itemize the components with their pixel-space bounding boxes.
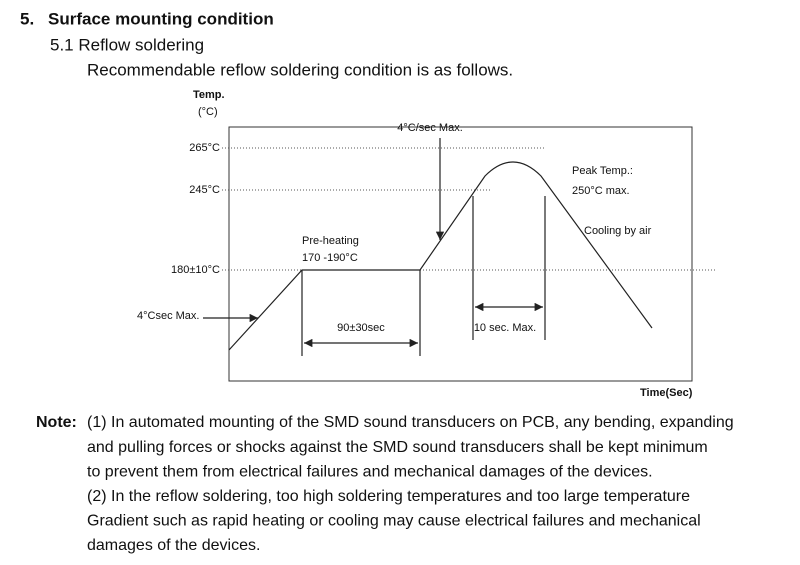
preheat-range: 170 -190°C xyxy=(302,252,358,264)
diagram-frame xyxy=(228,126,693,382)
peak-time: 10 sec. Max. xyxy=(474,322,536,334)
cooling-label: Cooling by air xyxy=(584,225,652,237)
note-line: (1) In automated mounting of the SMD sou… xyxy=(87,414,734,431)
note-line: (2) In the reflow soldering, too high so… xyxy=(87,488,690,505)
peak-label: Peak Temp.: xyxy=(572,165,633,177)
y-axis-title: Temp. xyxy=(193,89,225,101)
preheat-label: Pre-heating xyxy=(302,235,359,247)
profile-curve xyxy=(228,161,653,351)
intro: Recommendable reflow soldering condition… xyxy=(87,60,513,79)
subsection-title: 5.1 Reflow soldering xyxy=(50,35,204,54)
level-label: 180±10°C xyxy=(171,264,220,276)
ramp-up-label: 4°C/sec Max. xyxy=(397,122,463,134)
reflow-diagram: Temp. (°C) Time(Sec) 265°C 245°C 180±10°… xyxy=(137,89,715,399)
peak-value: 250°C max. xyxy=(572,185,630,197)
note-label: Note: xyxy=(36,414,77,431)
note-line: Gradient such as rapid heating or coolin… xyxy=(87,513,701,530)
level-label: 245°C xyxy=(189,184,220,196)
level-label: 265°C xyxy=(189,142,220,154)
x-axis-title: Time(Sec) xyxy=(640,387,693,399)
y-axis-unit: (°C) xyxy=(198,106,218,118)
start-ramp-label: 4°Csec Max. xyxy=(137,310,199,322)
note-line: to prevent them from electrical failures… xyxy=(87,463,653,480)
note-text: (1) In automated mounting of the SMD sou… xyxy=(87,414,734,554)
note-line: damages of the devices. xyxy=(87,537,260,554)
note-line: and pulling forces or shocks against the… xyxy=(87,439,708,456)
section-title: Surface mounting condition xyxy=(48,9,274,28)
section-number: 5. xyxy=(20,9,34,28)
preheat-time: 90±30sec xyxy=(337,322,385,334)
